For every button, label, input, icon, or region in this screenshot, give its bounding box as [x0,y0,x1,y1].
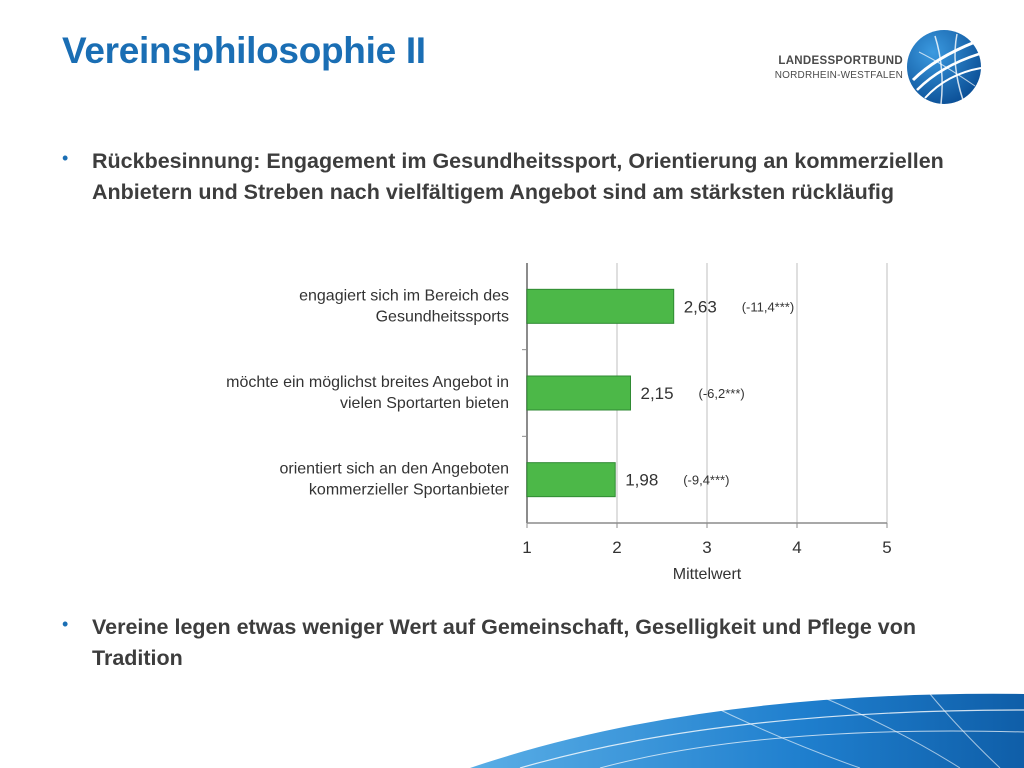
bullet-marker: • [62,614,69,634]
bar-value-label-3: 1,98 [625,471,658,490]
x-tick-label-5: 5 [882,538,891,557]
bar-annotation-3: (-9,4***) [683,473,729,488]
x-tick-label-1: 1 [522,538,531,557]
logo-line-2: NORDRHEIN-WESTFALEN [774,70,903,81]
bullet-text-1: Rückbesinnung: Engagement im Gesundheits… [92,149,944,204]
category-label-2-line-1: möchte ein möglichst breites Angebot in [226,374,509,391]
bar-chart: 1 2 3 4 5 Mittelwert 2,63 (-11,4***) engagiert s… [226,263,892,583]
bar-annotation-2: (-6,2***) [699,386,745,401]
bullet-item-2: • Vereine legen etwas weniger Wert auf G… [62,612,962,674]
bar-annotation-1: (-11,4***) [742,299,795,314]
bullet-marker: • [62,148,69,168]
logo-line-1: LANDESSPORTBUND [778,55,903,67]
decorative-globe-swoosh [470,693,1024,768]
x-axis-label: Mittelwert [673,566,742,583]
category-label-3-line-1: orientiert sich an den Angeboten [280,461,510,478]
logo: LANDESSPORTBUND NORDRHEIN-WESTFALEN [775,28,985,110]
category-label-1-line-1: engagiert sich im Bereich des [299,287,509,304]
slide-title: Vereinsphilosophie II [62,30,426,71]
bar-value-label-1: 2,63 [684,297,717,316]
category-label-3-line-2: kommerzieller Sportanbieter [309,482,510,499]
x-tick-label-2: 2 [612,538,621,557]
bullet-item-1: • Rückbesinnung: Engagement im Gesundhei… [62,146,962,208]
bar-1 [526,288,675,324]
x-tick-label-4: 4 [792,538,801,557]
bar-3 [526,462,616,498]
bar-2 [526,375,631,411]
category-label-1-line-2: Gesundheitssports [376,308,509,325]
x-tick-label-3: 3 [702,538,711,557]
bar-value-label-2: 2,15 [641,384,674,403]
bullet-text-2: Vereine legen etwas weniger Wert auf Gem… [92,615,917,670]
category-label-2-line-2: vielen Sportarten bieten [340,395,509,412]
globe-swoosh-icon [907,30,982,105]
